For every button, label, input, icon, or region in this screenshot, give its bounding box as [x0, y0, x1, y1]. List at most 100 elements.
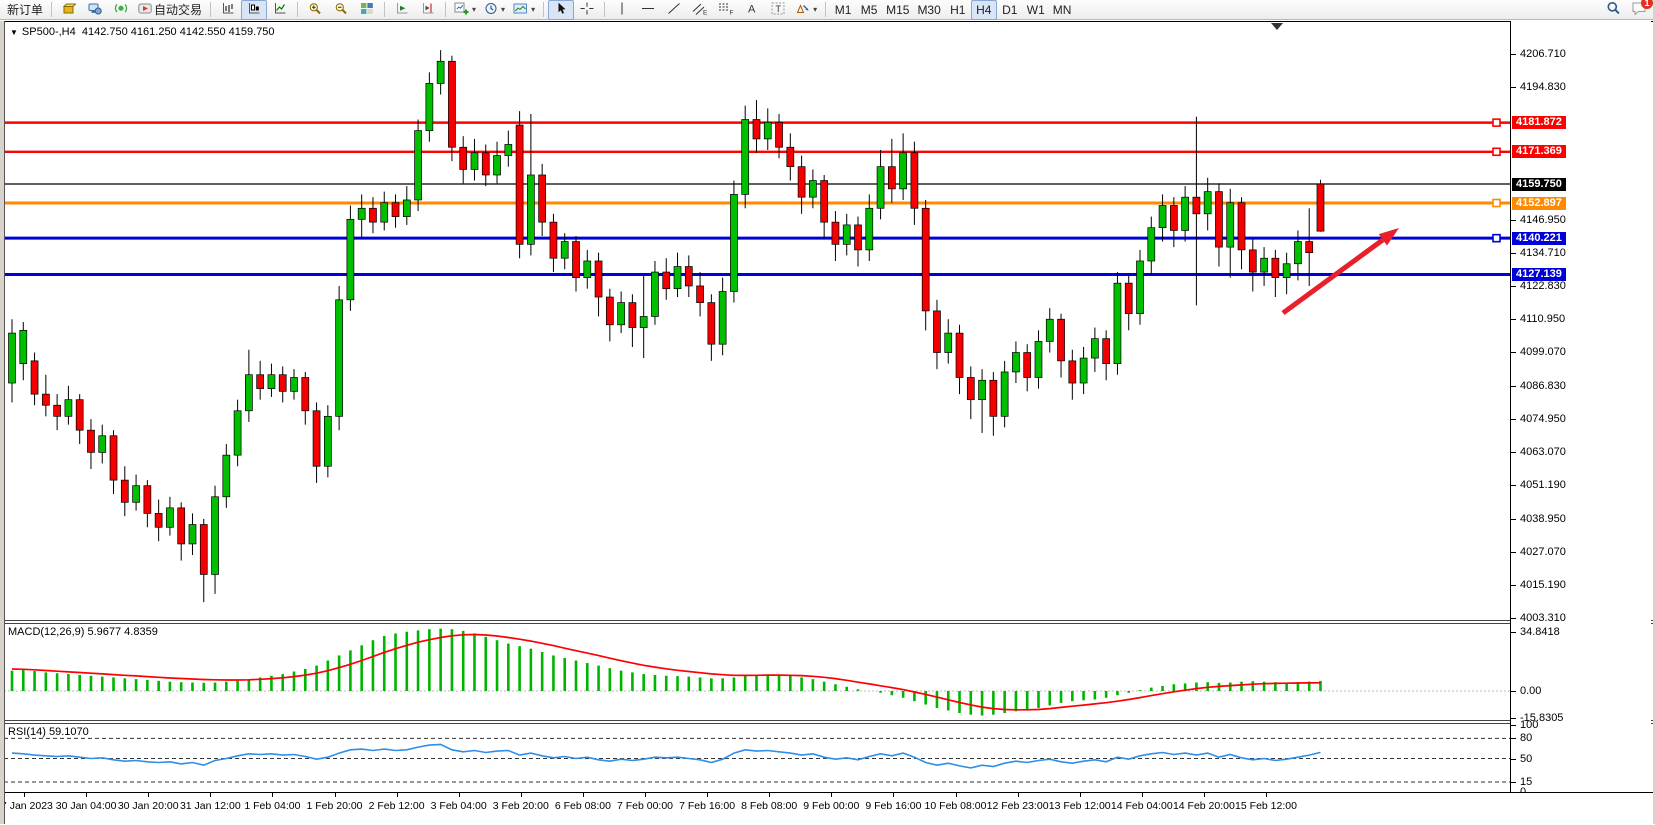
candle-body [335, 299, 343, 417]
equidistant-channel-button[interactable]: E [687, 0, 713, 20]
candlestick-chart-button[interactable] [241, 0, 268, 20]
panel-separator[interactable] [0, 720, 1655, 724]
trend-arrow-head[interactable] [1378, 228, 1399, 246]
panel-separator[interactable] [0, 620, 1655, 624]
fibonacci-button[interactable]: F [713, 0, 739, 20]
rsi-scale-tick [1511, 758, 1516, 760]
candle-body [448, 60, 456, 148]
time-tick [86, 793, 88, 797]
dropdown-arrow-icon[interactable]: ▾ [501, 5, 506, 14]
candle-body [1136, 260, 1144, 315]
arrows-button[interactable]: ▾ [791, 0, 821, 20]
price-axis[interactable]: 4206.710 4194.830 4146.950 4134.710 4122.830… [1510, 21, 1651, 798]
new-chart-button[interactable]: ▾ [450, 0, 480, 20]
bar-chart-icon [221, 2, 235, 18]
candle-body [1248, 249, 1257, 273]
tf-h4-button[interactable]: H4 [970, 0, 997, 20]
price-tick-label: 4194.830 [1520, 80, 1566, 93]
time-tick [148, 793, 150, 797]
candle-body [809, 180, 817, 198]
notifications-button[interactable]: 1 [1626, 0, 1653, 20]
price-tick-label: 4099.070 [1520, 346, 1566, 359]
candle-body [921, 207, 930, 312]
candle-body [538, 174, 547, 223]
time-label: 9 Feb 00:00 [803, 800, 860, 812]
time-label: 3 Feb 04:00 [430, 800, 487, 812]
text-label-button[interactable]: T [765, 0, 791, 20]
tf-h1-button[interactable]: H1 [945, 0, 971, 20]
candle-body [1091, 338, 1099, 359]
signals-button[interactable] [108, 0, 134, 20]
vertical-line-icon [617, 2, 627, 18]
auto-scroll-button[interactable] [389, 0, 415, 20]
chart-menu-icon[interactable]: ▼ [10, 28, 18, 37]
tf-m30-button[interactable]: M30 [913, 0, 944, 20]
tf-d1-button[interactable]: D1 [997, 0, 1023, 20]
zoom-out-button[interactable] [328, 0, 354, 20]
profiles-button[interactable]: ▾ [480, 0, 509, 20]
notifications-icon: 1 [1631, 0, 1653, 18]
svg-text:E: E [703, 9, 708, 15]
tf-mn-button[interactable]: MN [1049, 0, 1076, 20]
time-tick [520, 793, 522, 797]
autotrading-button[interactable]: 自动交易 [134, 0, 206, 20]
candle-body [572, 241, 580, 278]
dropdown-arrow-icon[interactable]: ▾ [813, 5, 818, 14]
candle-body [515, 124, 524, 245]
tf-w1-button[interactable]: W1 [1023, 0, 1049, 20]
search-button[interactable] [1600, 0, 1626, 20]
candle-body [41, 393, 50, 406]
macd-scale-label: 0.00 [1520, 685, 1542, 697]
rsi-scale-label: 15 [1520, 775, 1533, 788]
horizontal-line-button[interactable] [635, 0, 661, 20]
candle-body [8, 332, 16, 384]
candle-body [301, 377, 310, 412]
tile-windows-button[interactable] [354, 0, 380, 20]
expert-advisors-button[interactable] [82, 0, 108, 20]
tf-m15-button[interactable]: M15 [882, 0, 913, 20]
templates-button[interactable]: ▾ [509, 0, 539, 20]
time-tick [1079, 793, 1081, 797]
time-tick [893, 793, 895, 797]
candle-body [617, 302, 625, 326]
vertical-line-button[interactable] [609, 0, 635, 20]
terminal-button[interactable] [56, 0, 82, 20]
trend-arrow-shaft[interactable] [1281, 237, 1385, 316]
chart-shift-button[interactable] [415, 0, 441, 20]
new-order-button[interactable]: 新订单 [3, 0, 47, 20]
zoom-in-button[interactable] [302, 0, 328, 20]
line-handle[interactable] [1492, 198, 1501, 208]
toolbar-separator [825, 2, 827, 17]
line-chart-button[interactable] [267, 0, 293, 20]
tf-m1-button[interactable]: M1 [830, 0, 856, 20]
candle-body [955, 332, 964, 378]
price-tag-4127.139: 4127.139 [1512, 267, 1566, 281]
rsi-scale-label: 80 [1520, 732, 1533, 745]
line-handle[interactable] [1492, 147, 1501, 157]
time-tick [582, 793, 584, 797]
price-tick [1511, 286, 1516, 288]
bar-chart-button[interactable] [215, 0, 241, 20]
price-tag-4181.872: 4181.872 [1512, 116, 1566, 130]
dropdown-arrow-icon[interactable]: ▾ [472, 5, 477, 14]
dropdown-arrow-icon[interactable]: ▾ [531, 5, 536, 14]
candle-body [854, 224, 862, 251]
autotrading-label: 自动交易 [154, 3, 203, 17]
candle-body [1271, 257, 1280, 278]
notification-badge: 1 [1641, 0, 1653, 9]
line-handle[interactable] [1492, 233, 1501, 243]
chart-shift-marker[interactable] [1271, 23, 1283, 30]
crosshair-button[interactable] [574, 0, 600, 20]
cursor-button[interactable] [548, 0, 575, 20]
time-axis[interactable]: 27 Jan 2023 30 Jan 04:00 30 Jan 20:00 31 Ja… [0, 792, 1655, 825]
candle-body [357, 207, 366, 220]
candle-body [1215, 191, 1223, 248]
macd-panel [4, 628, 1510, 716]
line-handle[interactable] [1492, 118, 1501, 127]
price-tick [1511, 253, 1516, 255]
tf-m5-button[interactable]: M5 [856, 0, 882, 20]
rsi-scale-label: 100 [1520, 719, 1539, 731]
text-button[interactable]: A [739, 0, 765, 20]
trendline-button[interactable] [661, 0, 687, 20]
candle-body [53, 404, 61, 417]
